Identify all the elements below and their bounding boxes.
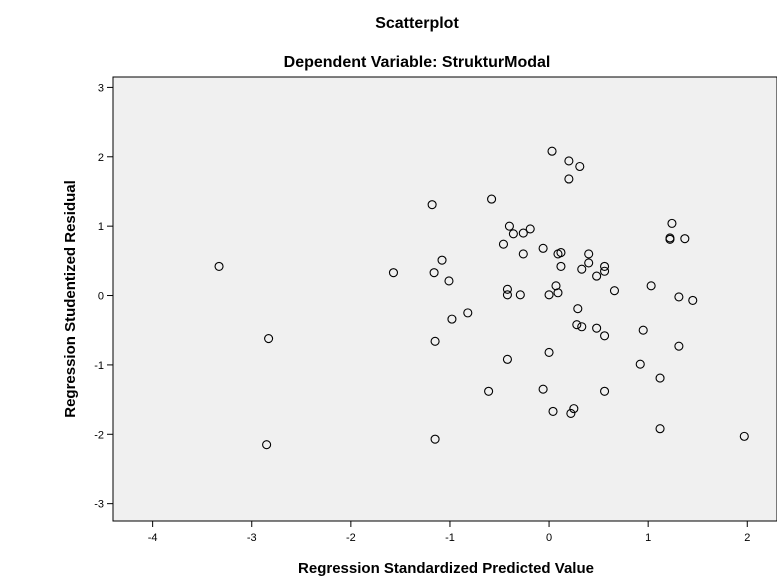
data-point — [600, 386, 610, 396]
data-point — [518, 249, 528, 259]
y-axis-label: Regression Studentized Residual — [62, 180, 79, 418]
data-point — [525, 224, 535, 234]
data-point — [447, 314, 457, 324]
data-point — [437, 255, 447, 265]
data-point — [556, 247, 566, 258]
data-point — [429, 268, 439, 278]
data-point — [600, 266, 610, 276]
data-point — [577, 322, 587, 332]
data-point — [262, 440, 272, 450]
data-point — [538, 384, 548, 394]
data-point — [487, 194, 497, 204]
data-point — [502, 284, 512, 294]
data-point — [667, 218, 677, 228]
data-point — [548, 406, 558, 416]
data-point — [544, 347, 554, 357]
data-point — [739, 431, 749, 441]
data-point — [569, 404, 579, 414]
data-point — [566, 408, 576, 419]
y-tick-label: 0 — [98, 291, 104, 303]
data-point — [635, 359, 645, 369]
data-point — [547, 146, 557, 156]
data-point — [444, 276, 454, 286]
data-point — [600, 261, 610, 271]
x-axis-ticks: -4 -3 -2 -1 0 1 2 — [148, 521, 750, 544]
data-point — [388, 268, 399, 278]
y-tick-label: -1 — [94, 360, 104, 372]
y-tick-label: 3 — [98, 82, 104, 94]
data-point — [575, 161, 585, 172]
data-point — [665, 234, 675, 244]
x-tick-label: 2 — [744, 532, 750, 544]
data-point — [572, 320, 582, 330]
data-point — [674, 292, 684, 302]
x-tick-label: 0 — [546, 532, 552, 544]
x-tick-label: -1 — [445, 532, 455, 544]
data-point — [553, 288, 563, 298]
data-point — [577, 264, 587, 274]
chart-subtitle: Dependent Variable: StrukturModal — [284, 54, 551, 71]
x-tick-label: -4 — [148, 532, 158, 544]
data-point — [498, 239, 509, 249]
data-point — [655, 424, 665, 434]
data-point — [556, 261, 566, 271]
data-point — [518, 228, 528, 238]
data-point — [508, 229, 518, 239]
data-point — [674, 341, 684, 351]
y-tick-label: -2 — [94, 429, 104, 441]
data-point — [680, 234, 690, 244]
data-point — [551, 281, 561, 291]
data-point — [584, 258, 594, 268]
data-point — [573, 304, 583, 314]
x-axis-label: Regression Standardized Predicted Value — [298, 560, 594, 577]
x-tick-label: 1 — [645, 532, 651, 544]
data-point — [564, 156, 574, 166]
data-points — [214, 146, 749, 450]
data-point — [655, 373, 665, 383]
x-tick-label: -2 — [346, 532, 356, 544]
data-point — [592, 271, 602, 281]
data-point — [592, 323, 602, 333]
y-tick-label: 2 — [98, 152, 104, 164]
data-point — [609, 286, 620, 296]
data-point — [538, 243, 548, 253]
chart-title: Scatterplot — [375, 15, 459, 32]
data-point — [463, 308, 473, 318]
data-point — [584, 249, 594, 259]
data-point — [600, 331, 610, 341]
y-axis-ticks: 3 2 1 0 -1 -2 -3 — [94, 82, 113, 511]
data-point — [427, 200, 437, 210]
data-point — [688, 295, 698, 305]
data-point — [430, 336, 440, 346]
plot-area — [112, 76, 777, 522]
data-point — [638, 325, 648, 335]
x-tick-label: -3 — [247, 532, 257, 544]
data-point — [504, 221, 514, 231]
data-point — [646, 281, 656, 291]
data-point — [502, 290, 512, 300]
y-tick-label: 1 — [98, 221, 104, 233]
data-point — [430, 434, 440, 444]
data-point — [564, 174, 574, 184]
data-point — [502, 354, 512, 364]
data-point — [214, 261, 224, 271]
data-point — [515, 290, 525, 300]
data-point — [544, 290, 554, 300]
data-point — [264, 333, 274, 344]
y-tick-label: -3 — [94, 499, 104, 511]
data-point — [484, 386, 494, 396]
